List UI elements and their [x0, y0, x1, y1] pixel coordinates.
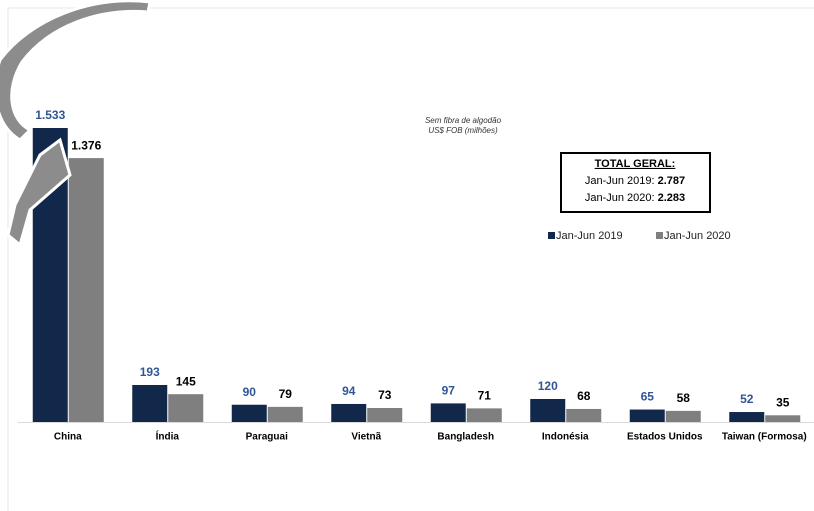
bar — [665, 410, 701, 422]
value-label: 90 — [243, 385, 257, 399]
total-line: Jan-Jun 2019: 2.787 — [585, 175, 685, 187]
x-tick-label: Bangladesh — [437, 432, 494, 443]
total-value: 2.283 — [658, 192, 686, 204]
value-label: 1.376 — [71, 138, 101, 152]
x-tick-label: Índia — [156, 430, 180, 443]
value-label: 65 — [641, 390, 655, 404]
watermark — [0, 0, 152, 142]
bar — [331, 403, 367, 422]
value-label: 120 — [538, 379, 558, 393]
x-tick-label: Taiwan (Formosa) — [722, 432, 807, 443]
value-label: 58 — [677, 391, 691, 405]
x-tick-label: China — [54, 432, 82, 443]
bar — [231, 404, 267, 422]
bar — [629, 409, 665, 422]
x-tick-label: Estados Unidos — [627, 432, 703, 443]
total-label: Jan-Jun 2019: — [585, 175, 655, 187]
total-line: Jan-Jun 2020: 2.283 — [585, 192, 685, 204]
value-label: 68 — [577, 389, 591, 403]
watermark — [6, 137, 72, 248]
legend-label: Jan-Jun 2020 — [664, 230, 731, 242]
value-label: 1.533 — [35, 108, 65, 122]
bar — [68, 158, 104, 422]
subtitle: US$ FOB (milhões) — [428, 126, 498, 135]
bar — [267, 406, 303, 422]
value-label: 73 — [378, 388, 392, 402]
bar — [566, 408, 602, 422]
total-title: TOTAL GERAL: — [595, 158, 676, 170]
value-label: 71 — [478, 389, 492, 403]
total-value: 2.787 — [658, 175, 686, 187]
value-label: 35 — [776, 395, 790, 409]
bar — [168, 394, 204, 422]
bar — [765, 415, 801, 422]
legend-label: Jan-Jun 2019 — [556, 230, 623, 242]
bar — [466, 408, 502, 422]
legend-swatch — [548, 232, 555, 239]
total-label: Jan-Jun 2020: — [585, 192, 655, 204]
value-label: 193 — [140, 365, 160, 379]
bar — [430, 403, 466, 422]
bar — [367, 408, 403, 422]
value-label: 97 — [442, 384, 456, 398]
bar — [132, 384, 168, 422]
x-tick-label: Indonésia — [542, 432, 589, 443]
value-label: 52 — [740, 392, 754, 406]
subtitle: Sem fibra de algodão — [425, 116, 502, 125]
total-box: TOTAL GERAL: Jan-Jun 2019: 2.787 Jan-Jun… — [560, 152, 711, 213]
value-label: 79 — [279, 387, 293, 401]
x-tick-label: Paraguai — [246, 432, 288, 443]
bar — [530, 398, 566, 422]
value-label: 145 — [176, 374, 196, 388]
legend-swatch — [656, 232, 663, 239]
value-label: 94 — [342, 384, 356, 398]
bar — [729, 412, 765, 422]
x-tick-label: Vietnã — [351, 432, 381, 443]
total-box-frame — [560, 152, 711, 213]
